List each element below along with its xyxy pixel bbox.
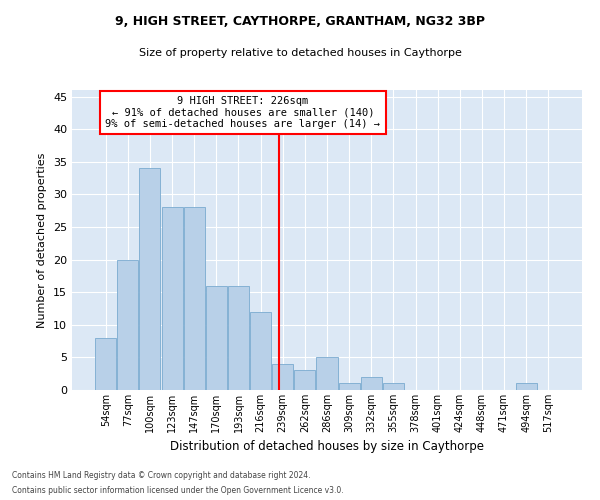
Text: 9, HIGH STREET, CAYTHORPE, GRANTHAM, NG32 3BP: 9, HIGH STREET, CAYTHORPE, GRANTHAM, NG3… — [115, 15, 485, 28]
Text: Contains public sector information licensed under the Open Government Licence v3: Contains public sector information licen… — [12, 486, 344, 495]
X-axis label: Distribution of detached houses by size in Caythorpe: Distribution of detached houses by size … — [170, 440, 484, 454]
Bar — [515, 384, 536, 390]
Bar — [295, 370, 316, 390]
Y-axis label: Number of detached properties: Number of detached properties — [37, 152, 47, 328]
Bar — [338, 384, 359, 390]
Bar — [383, 384, 404, 390]
Bar — [206, 286, 227, 390]
Bar — [95, 338, 116, 390]
Bar — [361, 377, 382, 390]
Bar — [250, 312, 271, 390]
Text: Contains HM Land Registry data © Crown copyright and database right 2024.: Contains HM Land Registry data © Crown c… — [12, 471, 311, 480]
Bar — [118, 260, 139, 390]
Bar — [184, 208, 205, 390]
Bar — [161, 208, 182, 390]
Text: 9 HIGH STREET: 226sqm
← 91% of detached houses are smaller (140)
9% of semi-deta: 9 HIGH STREET: 226sqm ← 91% of detached … — [106, 96, 380, 129]
Bar — [139, 168, 160, 390]
Bar — [272, 364, 293, 390]
Text: Size of property relative to detached houses in Caythorpe: Size of property relative to detached ho… — [139, 48, 461, 58]
Bar — [316, 358, 338, 390]
Bar — [228, 286, 249, 390]
